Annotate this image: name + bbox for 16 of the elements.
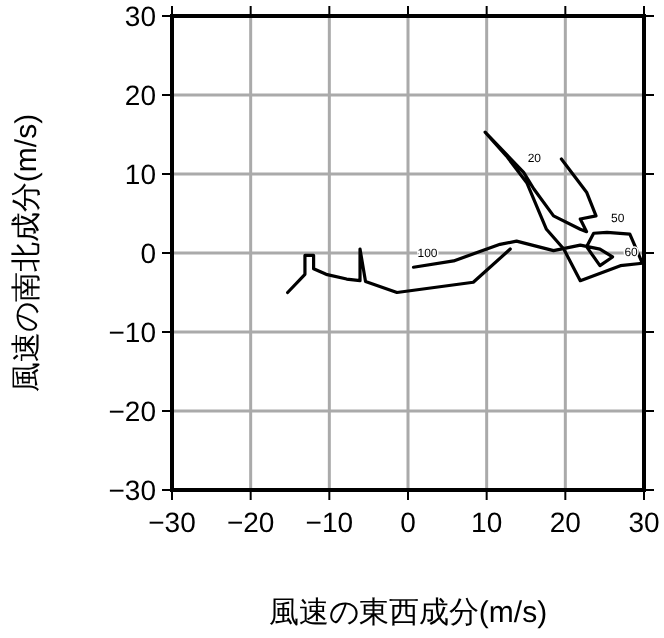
- y-axis-title: 風速の南北成分(m/s): [10, 113, 44, 393]
- y-tick-label: −20: [108, 395, 157, 427]
- y-tick-label: 10: [124, 158, 157, 190]
- y-tick-label: 30: [124, 0, 157, 32]
- y-tick-label: −30: [108, 474, 157, 506]
- x-tick-label: −20: [226, 506, 275, 538]
- y-tick-label: 0: [140, 237, 157, 269]
- x-tick-label: 30: [628, 506, 660, 538]
- x-tick-label: −30: [148, 506, 197, 538]
- x-tick-label: −10: [305, 506, 354, 538]
- y-tick-label: −10: [108, 316, 157, 348]
- y-tick-label: 20: [124, 79, 157, 111]
- x-tick-label: 0: [400, 506, 417, 538]
- x-tick-label: 10: [471, 506, 503, 538]
- x-tick-label: 20: [549, 506, 582, 538]
- x-axis-title: 風速の東西成分(m/s): [268, 596, 548, 630]
